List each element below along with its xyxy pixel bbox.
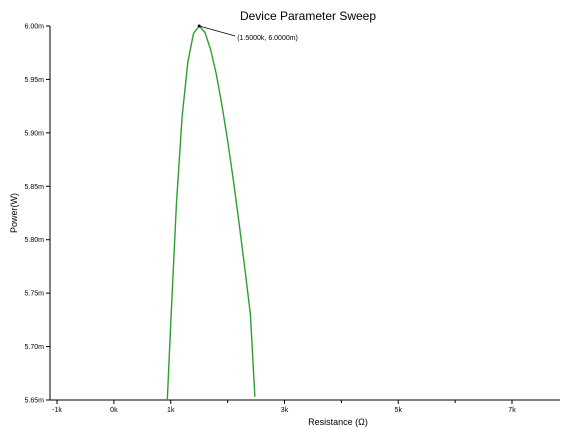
- series-layer: [166, 25, 256, 401]
- series-line: [166, 25, 256, 401]
- x-tick-label: 3k: [281, 407, 289, 414]
- y-tick-label: 5.65m: [25, 398, 45, 405]
- x-tick-label: 5k: [395, 407, 403, 414]
- annotation-layer: (1.5000k, 6.0000m): [197, 24, 298, 42]
- y-tick-label: 5.85m: [25, 184, 45, 191]
- y-axis-label: Power(W): [9, 193, 19, 233]
- y-tick-label: 5.70m: [25, 344, 45, 351]
- x-tick-label: -1k: [52, 407, 62, 414]
- x-tick-label: 0k: [110, 407, 118, 414]
- y-tick-label: 5.75m: [25, 291, 45, 298]
- plot-area: [49, 26, 560, 401]
- annotation-leader-line: [199, 25, 236, 37]
- y-axis-ticks: 5.65m 5.70m 5.75m 5.80m 5.85m 5.90m 5.95m 6.00m: [25, 24, 50, 405]
- y-tick-label: 5.80m: [25, 237, 45, 244]
- x-tick-label: 7k: [508, 407, 516, 414]
- x-axis-label: Resistance (Ω): [308, 417, 368, 427]
- y-tick-label: 5.95m: [25, 77, 45, 84]
- x-axis-ticks: -1k 0k 1k 3k 5k 7k: [52, 400, 516, 414]
- chart-title: Device Parameter Sweep: [240, 9, 376, 23]
- x-tick-label: 1k: [167, 407, 175, 414]
- annotation-label: (1.5000k, 6.0000m): [237, 35, 298, 42]
- y-tick-label: 6.00m: [25, 24, 45, 31]
- y-tick-label: 5.90m: [25, 130, 45, 137]
